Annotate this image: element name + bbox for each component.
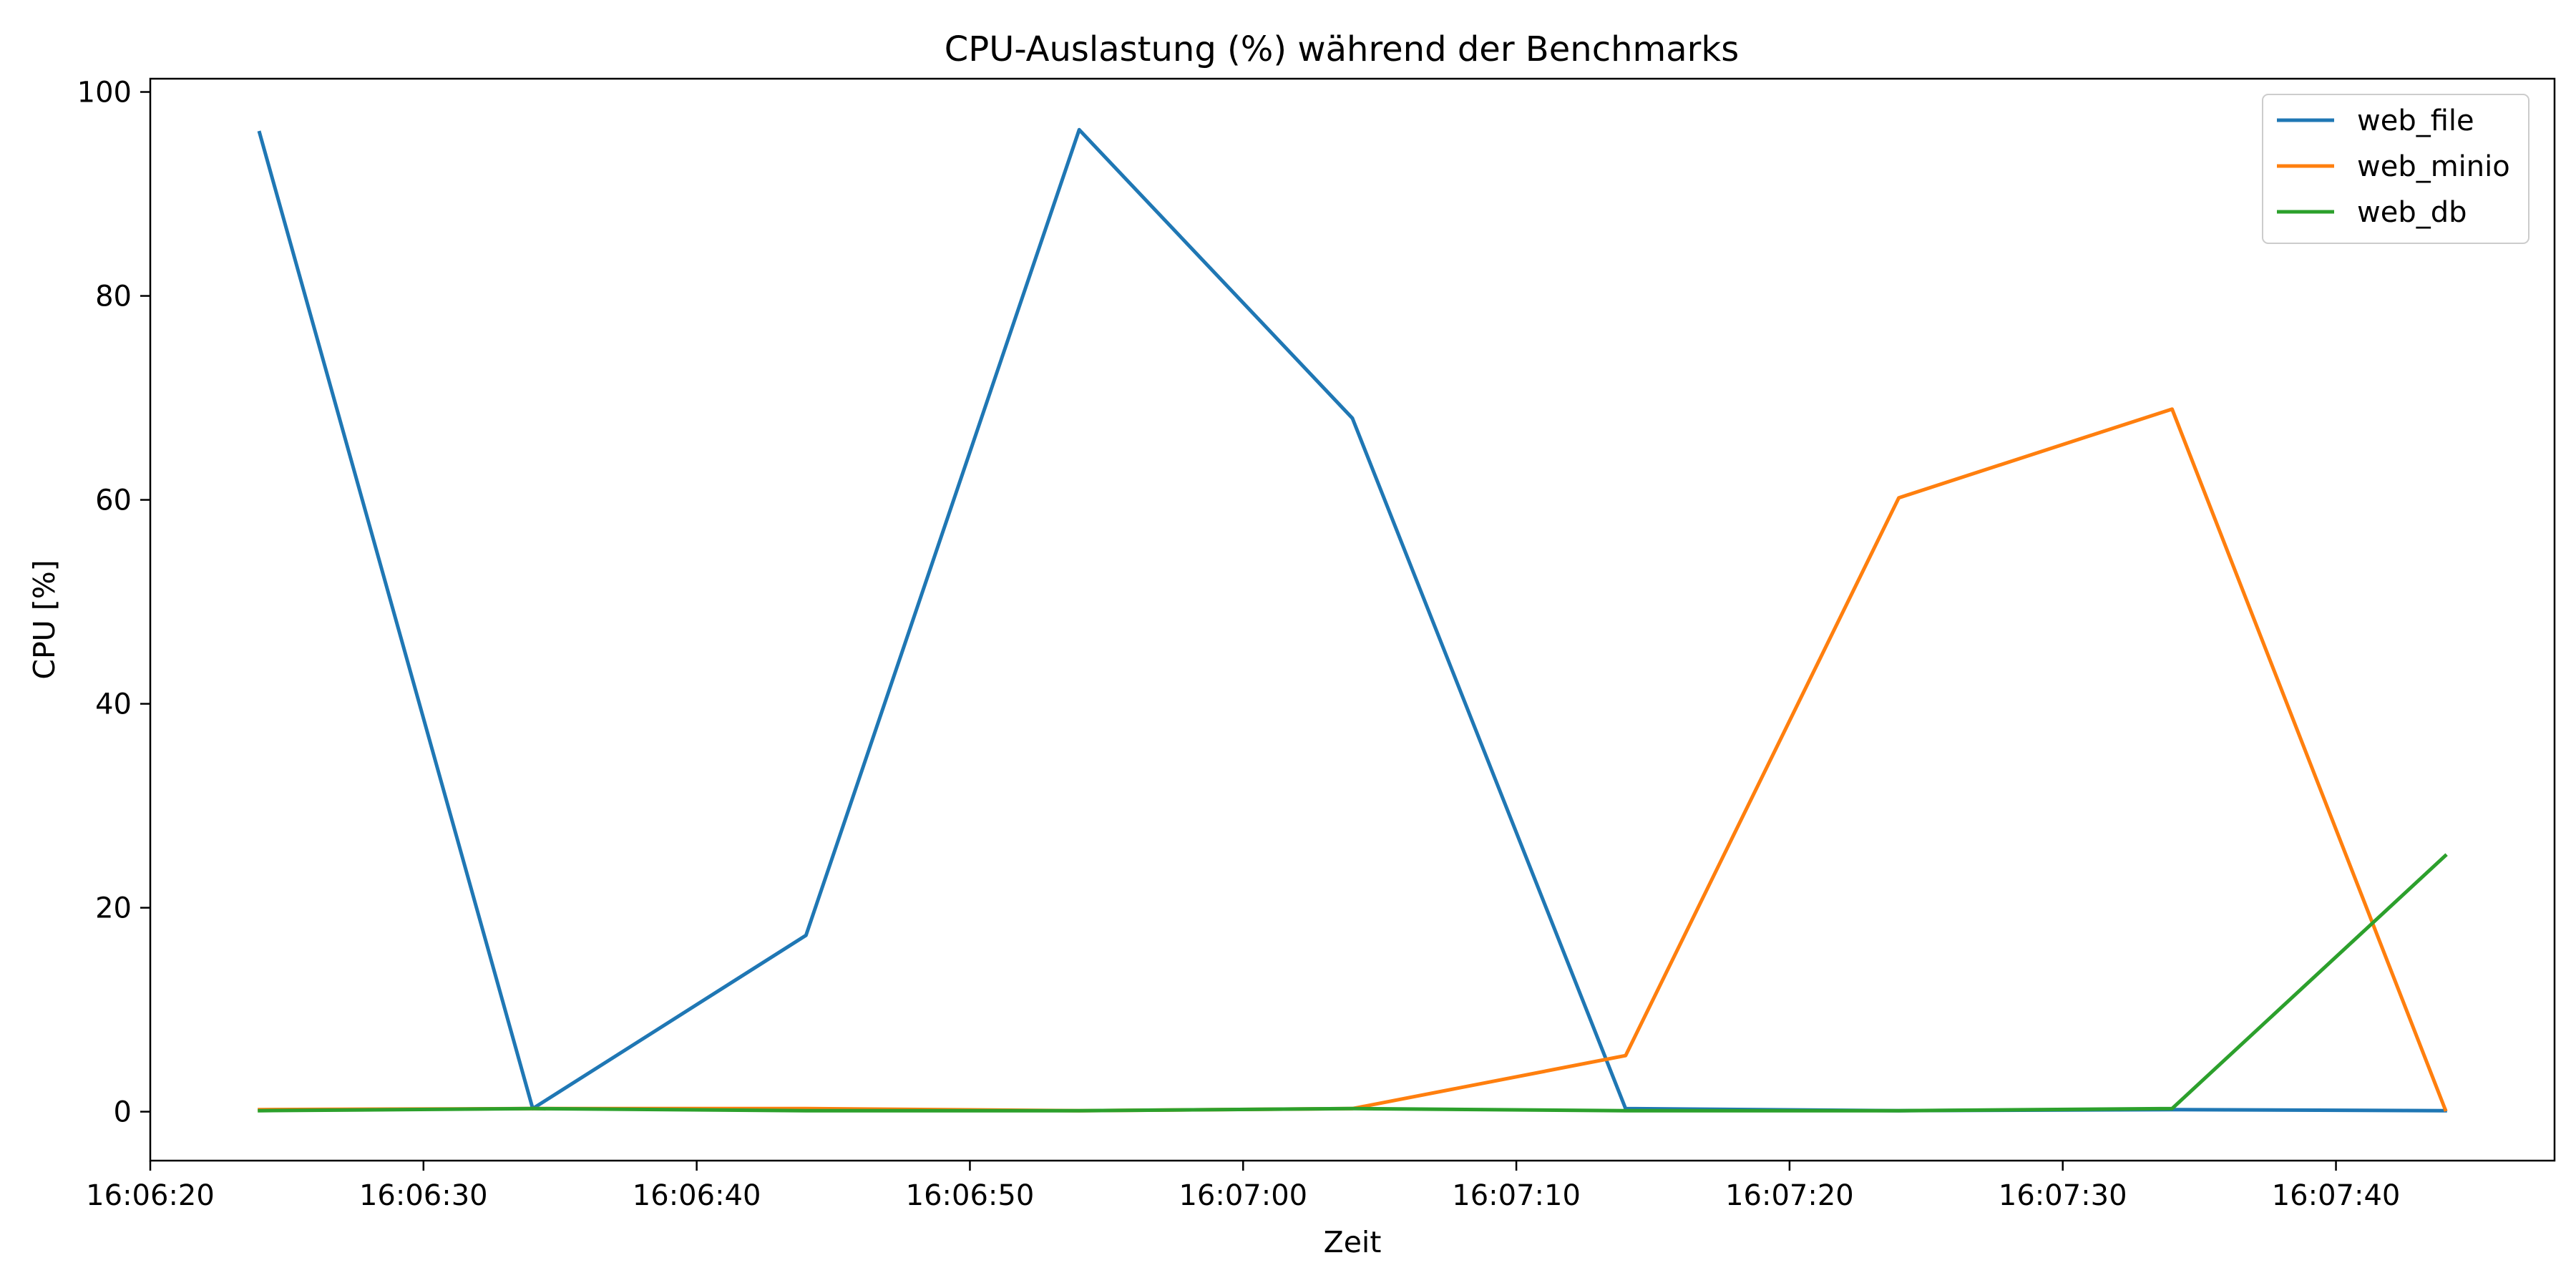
legend: web_file web_minio web_db: [2262, 94, 2529, 244]
series-line-web_db: [258, 853, 2448, 1113]
y-tick-label: 80: [95, 280, 132, 313]
y-tick-label: 20: [95, 892, 132, 925]
y-tick-label: 0: [114, 1096, 132, 1129]
legend-label-web_minio: web_minio: [2357, 150, 2510, 183]
plot-lines: [257, 127, 2448, 1113]
y-tick-label: 60: [95, 484, 132, 517]
x-tick-label: 16:07:20: [1725, 1179, 1854, 1212]
x-axis-ticks: 16:06:20 16:06:30 16:06:40 16:06:50 16:07:00…: [86, 1161, 2400, 1212]
y-tick-label: 100: [77, 77, 132, 109]
legend-label-web_file: web_file: [2357, 104, 2474, 137]
x-tick-label: 16:07:00: [1179, 1179, 1307, 1212]
x-tick-label: 16:06:20: [86, 1179, 215, 1212]
legend-label-web_db: web_db: [2357, 196, 2467, 229]
y-tick-label: 40: [95, 688, 132, 721]
x-tick-label: 16:06:40: [633, 1179, 761, 1212]
plot-frame: [149, 77, 2556, 1162]
x-tick-label: 16:06:30: [359, 1179, 488, 1212]
x-tick-label: 16:07:30: [1999, 1179, 2127, 1212]
x-axis-label: Zeit: [1324, 1225, 1382, 1259]
x-tick-label: 16:06:50: [906, 1179, 1035, 1212]
series-line-web_file: [257, 127, 2447, 1113]
series-line-web_minio: [258, 407, 2448, 1113]
x-tick-label: 16:07:10: [1452, 1179, 1581, 1212]
y-axis-ticks: 0 20 40 60 80 100: [77, 77, 150, 1129]
legend-box: [2262, 94, 2529, 244]
chart-title: CPU-Auslastung (%) während der Benchmark…: [945, 29, 1739, 69]
x-tick-label: 16:07:40: [2272, 1179, 2401, 1212]
y-axis-label: CPU [%]: [27, 560, 62, 679]
